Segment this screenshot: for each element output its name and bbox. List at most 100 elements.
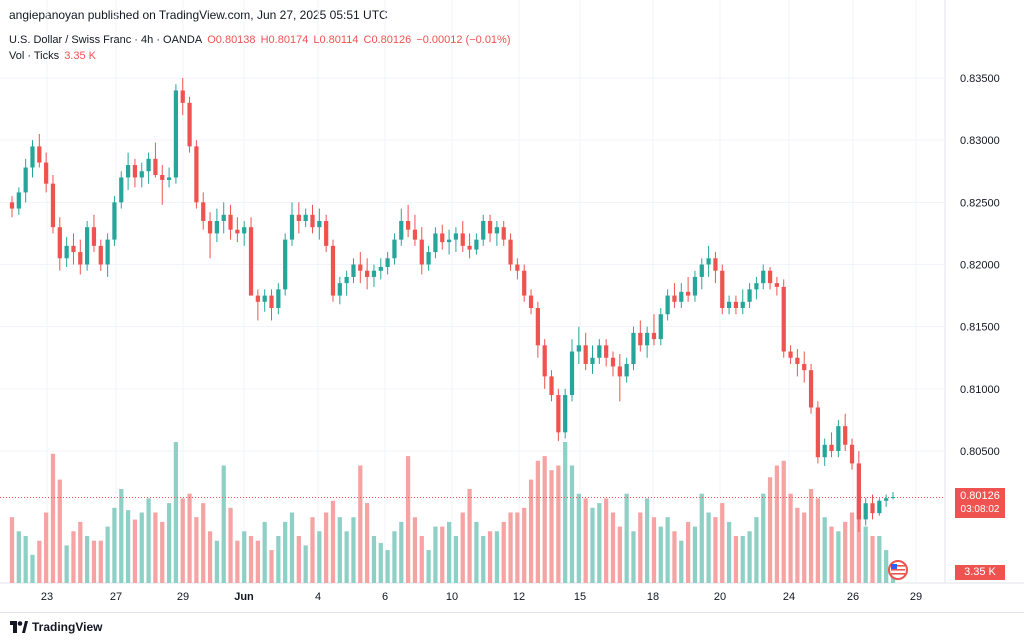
candle-body xyxy=(501,227,506,240)
candle-body xyxy=(631,332,636,364)
tradingview-logo[interactable]: TradingView xyxy=(10,620,102,634)
candle-body xyxy=(385,258,390,267)
candle-body xyxy=(378,266,383,271)
candle-body xyxy=(692,276,698,296)
bar-countdown: 03:08:02 xyxy=(960,504,1000,515)
volume-bar xyxy=(720,503,725,583)
volume-bar xyxy=(604,498,609,583)
volume-bar xyxy=(330,500,336,583)
candle-body xyxy=(276,289,281,309)
volume-bar xyxy=(740,536,745,583)
candle-body xyxy=(139,171,144,178)
candle-body xyxy=(392,239,397,259)
volume-bar xyxy=(23,536,28,583)
x-tick-label: 23 xyxy=(41,591,53,603)
volume-bar xyxy=(781,460,786,583)
flag-stripe xyxy=(891,565,905,567)
candle-body xyxy=(98,245,103,265)
candle-body xyxy=(399,220,404,240)
candle-body xyxy=(795,357,800,364)
volume-bar xyxy=(283,521,288,583)
volume-bar xyxy=(563,442,568,583)
candle-body xyxy=(262,295,267,302)
volume-bar xyxy=(71,531,76,583)
candle-body xyxy=(481,220,486,240)
volume-bar xyxy=(125,510,131,583)
tradingview-icon xyxy=(10,621,28,633)
candle-body xyxy=(774,283,780,287)
volume-bar xyxy=(365,503,370,583)
volume-bar xyxy=(474,521,479,583)
volume-tag: 3.35 K xyxy=(955,565,1005,580)
x-tick-label: 29 xyxy=(910,591,922,603)
volume-bar xyxy=(166,503,172,583)
volume-bar xyxy=(201,503,206,583)
low-value: L0.80114 xyxy=(313,34,359,46)
candle-body xyxy=(733,301,739,309)
y-tick-label: 0.83000 xyxy=(960,135,1000,147)
top-bar: angiepanoyan published on TradingView.co… xyxy=(0,0,1024,30)
volume-bar xyxy=(139,512,144,583)
volume-bar xyxy=(310,517,315,583)
candle-body xyxy=(802,363,807,371)
volume-bar xyxy=(446,521,452,583)
volume-bar xyxy=(610,512,616,583)
volume-bar xyxy=(378,543,383,583)
publisher-line: angiepanoyan published on TradingView.co… xyxy=(9,8,388,22)
x-tick-label: 18 xyxy=(647,591,659,603)
candle-body xyxy=(508,239,513,265)
candle-body xyxy=(761,270,766,284)
candle-body xyxy=(289,214,295,240)
flag-canton xyxy=(891,564,897,569)
candle-body xyxy=(604,345,609,358)
volume-bar xyxy=(385,550,390,583)
x-tick-label: 10 xyxy=(446,591,458,603)
volume-bar xyxy=(289,512,295,583)
volume-bar xyxy=(214,540,220,583)
y-tick-label: 0.80500 xyxy=(960,446,1000,458)
volume-bar xyxy=(248,536,254,583)
volume-bar xyxy=(877,536,882,583)
volume-bar xyxy=(501,521,506,583)
volume-bar xyxy=(180,498,185,583)
volume-bar xyxy=(351,517,356,583)
volume-bar xyxy=(651,517,657,583)
candle-body xyxy=(576,345,581,352)
candle-body xyxy=(569,351,575,396)
candle-body xyxy=(583,345,588,364)
volume-bar xyxy=(638,512,643,583)
volume-bar xyxy=(242,531,247,583)
change-value: −0.00012 (−0.01%) xyxy=(416,34,511,46)
volume-bar xyxy=(692,526,698,583)
volume-bar xyxy=(522,507,527,583)
candle-body xyxy=(453,233,459,240)
volume-bar xyxy=(726,521,732,583)
volume-bar xyxy=(808,489,814,583)
candlestick-chart[interactable]: 0.83500 0.83000 0.82500 0.82000 0.81500 0.810… xyxy=(0,0,1024,612)
volume-bar xyxy=(399,521,404,583)
candle-body xyxy=(64,245,69,259)
volume-bar xyxy=(679,540,684,583)
candle-body xyxy=(221,214,226,221)
candle-body xyxy=(706,258,711,265)
candle-body xyxy=(330,245,336,296)
x-tick-label: 27 xyxy=(110,591,122,603)
volume-bar xyxy=(556,465,561,583)
volume-bar xyxy=(207,531,213,583)
y-tick-label: 0.82500 xyxy=(960,197,1000,209)
volume-bar xyxy=(85,536,90,583)
candle-body xyxy=(405,220,411,230)
volume-bar xyxy=(672,531,677,583)
candle-body xyxy=(91,227,97,246)
volume-bar xyxy=(173,442,179,583)
volume-legend: Vol · Ticks 3.35 K xyxy=(9,50,98,62)
volume-bar xyxy=(194,517,199,583)
candle-body xyxy=(494,227,500,234)
candle-body xyxy=(283,239,288,290)
candle-body xyxy=(358,264,363,271)
volume-value: 3.35 K xyxy=(64,50,96,62)
candle-body xyxy=(740,301,745,309)
candle-body xyxy=(132,165,138,178)
volume-bar xyxy=(57,479,62,583)
candle-body xyxy=(829,444,834,451)
